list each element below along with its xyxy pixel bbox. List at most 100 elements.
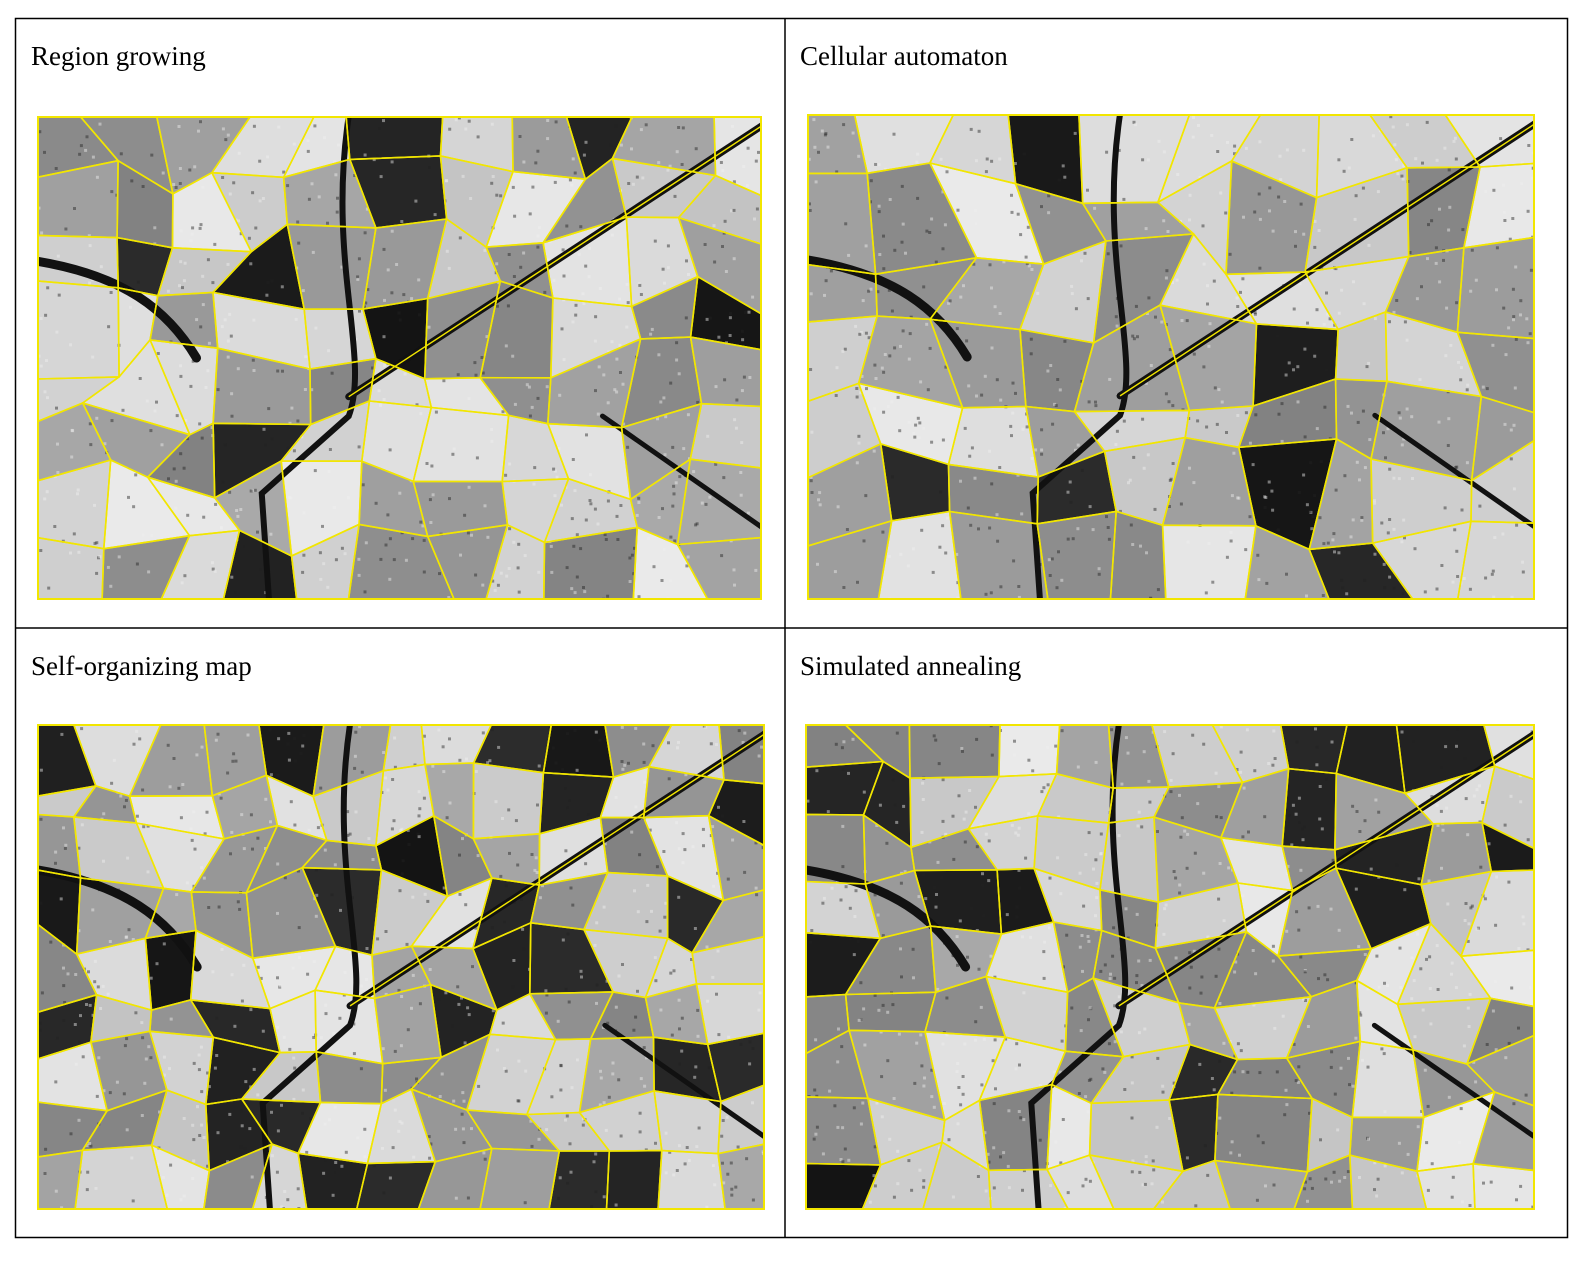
speckle: [1296, 365, 1300, 369]
speckle: [1311, 515, 1315, 519]
speckle: [1320, 266, 1324, 270]
segment-boundary: [542, 526, 639, 600]
speckle: [602, 1101, 606, 1105]
speckle: [714, 385, 718, 389]
speckle: [1464, 797, 1468, 801]
speckle: [1334, 267, 1338, 271]
image-region: [157, 247, 252, 296]
image-frame: [37, 724, 765, 1210]
speckle: [1362, 302, 1366, 306]
speckle: [513, 214, 517, 218]
speckle: [88, 244, 92, 248]
speckle: [175, 893, 179, 897]
speckle: [1340, 288, 1344, 292]
speckle: [1383, 1164, 1387, 1168]
image-region: [1473, 1092, 1535, 1171]
speckle: [837, 1027, 840, 1031]
speckle: [872, 449, 876, 453]
speckle: [996, 539, 1000, 543]
speckle: [1178, 891, 1182, 895]
speckle: [561, 938, 565, 942]
segment-boundary: [1119, 123, 1535, 397]
speckle: [582, 153, 586, 157]
speckle: [1292, 1042, 1296, 1046]
speckle: [1337, 928, 1341, 932]
speckle: [1060, 578, 1064, 582]
speckle: [809, 292, 813, 296]
speckle: [1256, 553, 1260, 557]
segment-boundary: [426, 524, 509, 600]
image-region: [1108, 787, 1169, 823]
segment-boundary: [691, 935, 765, 985]
speckle: [182, 1194, 186, 1198]
speckle: [199, 325, 203, 329]
speckle: [221, 176, 225, 179]
speckle: [734, 426, 738, 430]
speckle: [1212, 1088, 1216, 1092]
speckle: [859, 331, 863, 334]
speckle: [150, 153, 154, 157]
speckle: [696, 400, 700, 404]
speckle: [236, 367, 240, 371]
speckle: [607, 1095, 611, 1099]
image-region: [411, 878, 492, 949]
speckle: [1434, 261, 1438, 265]
speckle: [742, 820, 746, 823]
speckle: [437, 998, 441, 1001]
speckle: [504, 344, 508, 348]
speckle: [97, 556, 100, 560]
speckle: [43, 497, 47, 501]
speckle: [552, 278, 556, 282]
speckle: [1179, 835, 1183, 839]
speckle: [1151, 1159, 1155, 1163]
speckle: [588, 246, 591, 250]
speckle: [211, 281, 215, 285]
speckle: [853, 915, 857, 918]
speckle: [425, 462, 429, 465]
speckle: [1276, 528, 1280, 532]
speckle: [1315, 763, 1319, 767]
speckle: [421, 524, 425, 528]
speckle: [312, 1036, 316, 1039]
speckle: [1477, 1165, 1481, 1169]
speckle: [1358, 478, 1361, 482]
speckle: [1373, 499, 1376, 503]
image-region: [805, 761, 884, 815]
speckle: [924, 897, 928, 901]
speckle: [932, 734, 936, 738]
speckle: [888, 198, 892, 201]
speckle: [941, 190, 945, 194]
speckle: [757, 1008, 761, 1012]
speckle: [93, 959, 97, 963]
speckle: [302, 553, 306, 557]
image-region: [1162, 525, 1256, 600]
image-region: [383, 724, 425, 771]
speckle: [681, 126, 685, 130]
speckle: [390, 291, 394, 295]
image-region: [418, 1148, 492, 1210]
speckle: [276, 1025, 280, 1029]
speckle: [580, 975, 583, 979]
speckle: [1470, 248, 1474, 252]
speckle: [981, 883, 985, 887]
speckle: [674, 481, 678, 485]
speckle: [963, 426, 967, 430]
speckle: [1080, 259, 1083, 263]
speckle: [1320, 827, 1324, 831]
speckle: [91, 355, 95, 359]
speckle: [610, 233, 614, 237]
speckle: [69, 551, 72, 555]
image-region: [502, 478, 569, 543]
speckle: [975, 737, 979, 741]
speckle: [559, 1063, 563, 1067]
speckle: [280, 1205, 284, 1209]
speckle: [232, 752, 236, 756]
speckle: [833, 1104, 837, 1108]
speckle: [1507, 326, 1511, 330]
segment-boundary: [1292, 1154, 1354, 1210]
speckle: [637, 595, 641, 599]
speckle: [1330, 1180, 1333, 1184]
speckle: [1156, 1056, 1160, 1060]
speckle: [63, 1001, 67, 1004]
speckle: [102, 812, 106, 816]
